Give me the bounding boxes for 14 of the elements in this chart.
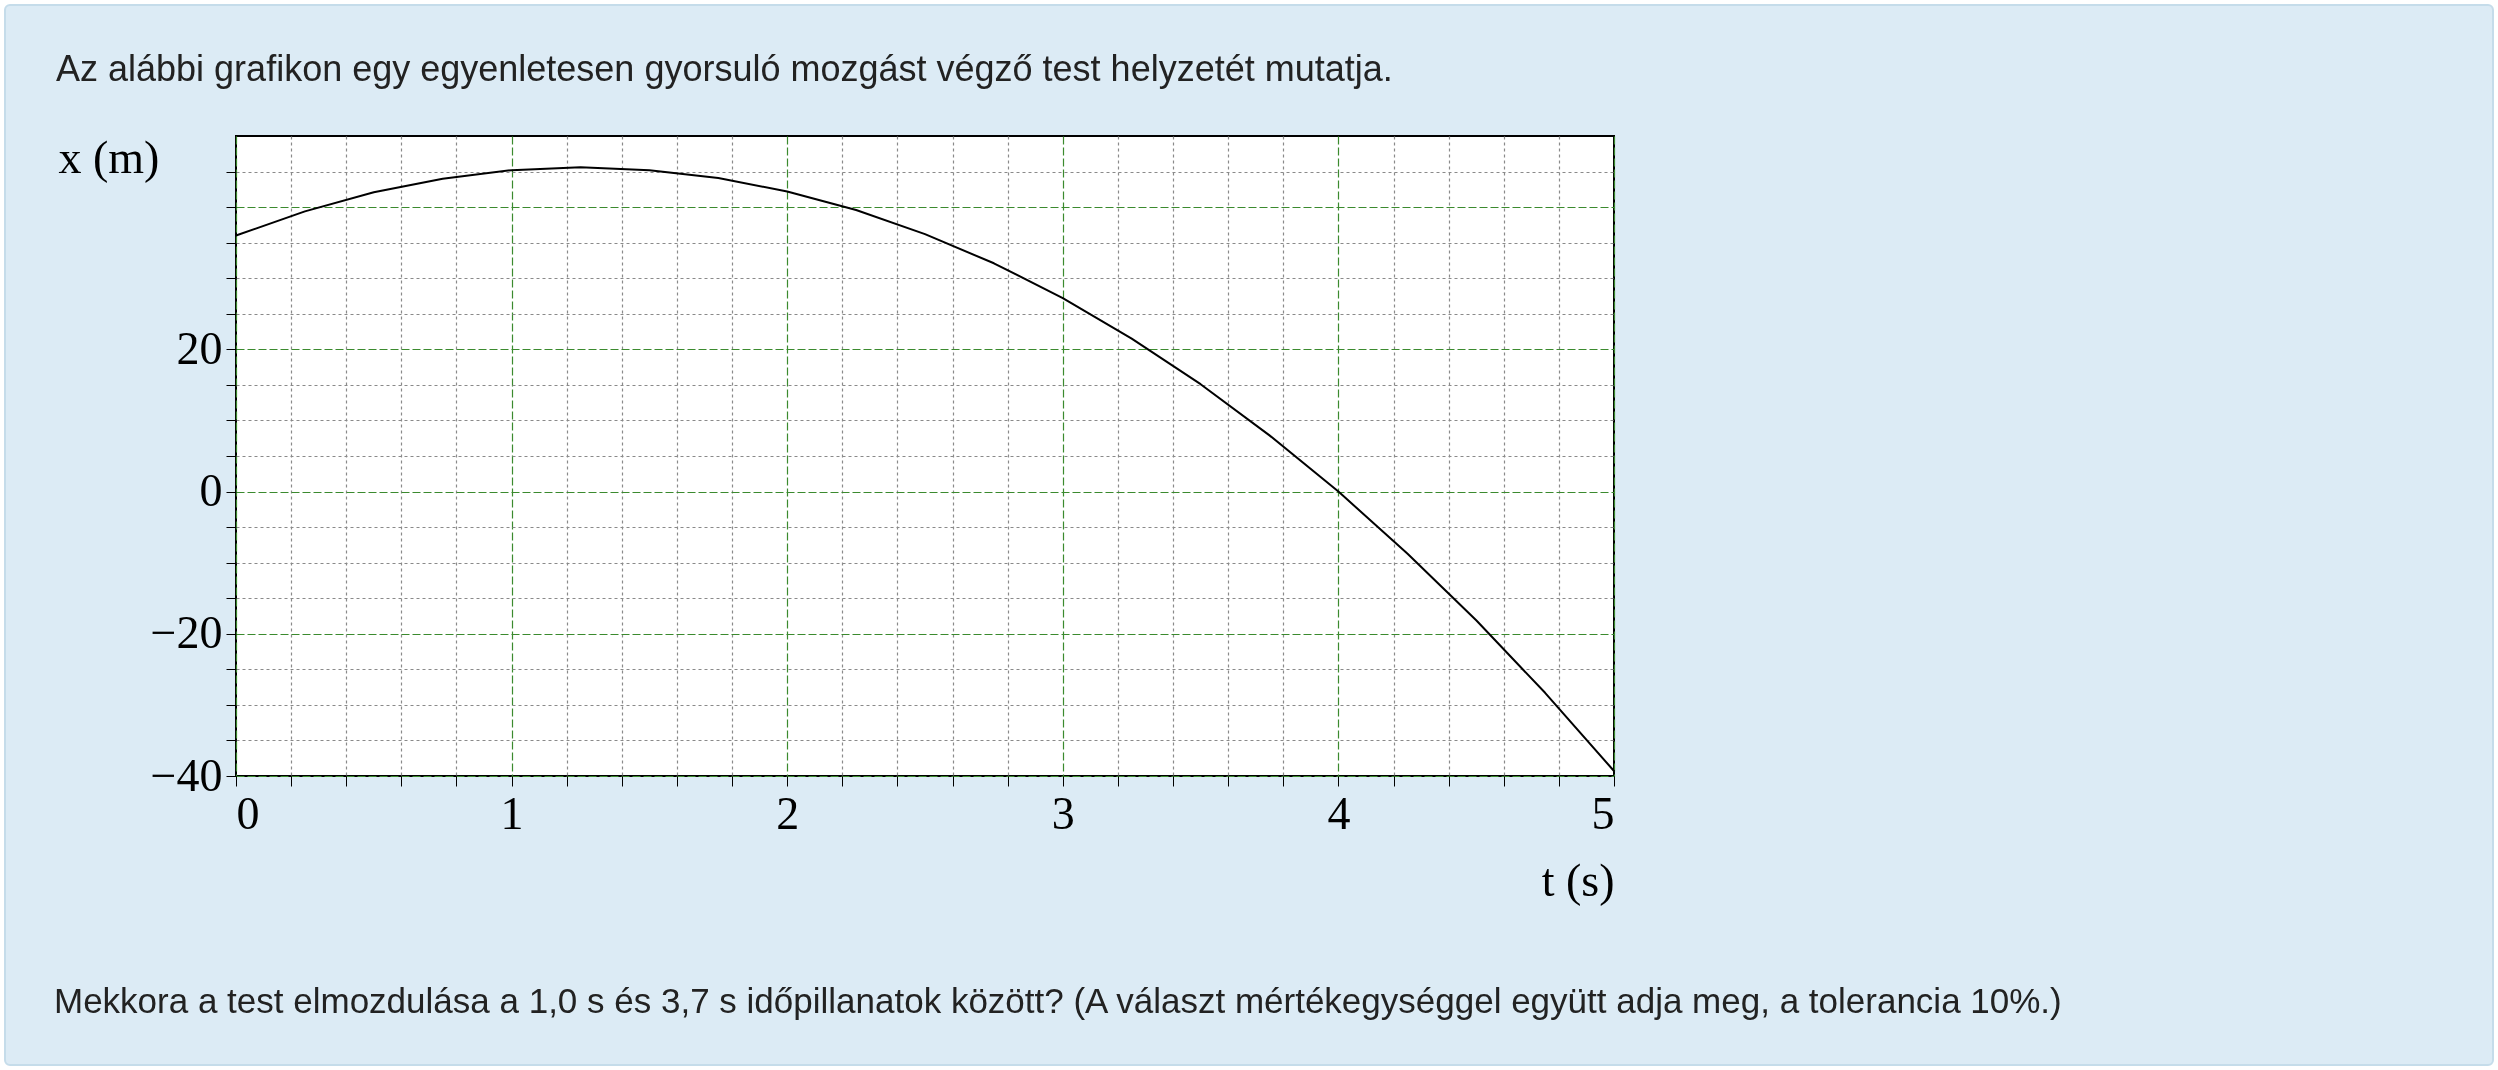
text: Mekkora a test elmozdulása a 1,0 s és 3,7 s időpillanatok között? (A választ mértékegységgel együtt adja meg, a tolerancia 10%.) <box>54 981 2062 1021</box>
x-tick-label: 0 <box>236 787 260 839</box>
x-tick-label: 4 <box>1327 787 1351 839</box>
y-tick-label: 0 <box>199 465 223 517</box>
x-tick-label: 5 <box>1591 787 1615 839</box>
x-axis-title: t (s) <box>1541 854 1615 906</box>
y-tick-label: 20 <box>176 322 223 374</box>
x-tick-label: 2 <box>776 787 800 839</box>
chart-title: Az alábbi grafikon egy egyenletesen gyorsuló mozgást végző test helyzetét mutatja. <box>56 48 1393 89</box>
y-tick-label: −40 <box>150 749 223 801</box>
y-tick-label: −20 <box>150 607 223 659</box>
x-tick-label: 1 <box>500 787 524 839</box>
x-tick-label: 3 <box>1051 787 1075 839</box>
y-axis-title: x (m) <box>58 131 160 183</box>
